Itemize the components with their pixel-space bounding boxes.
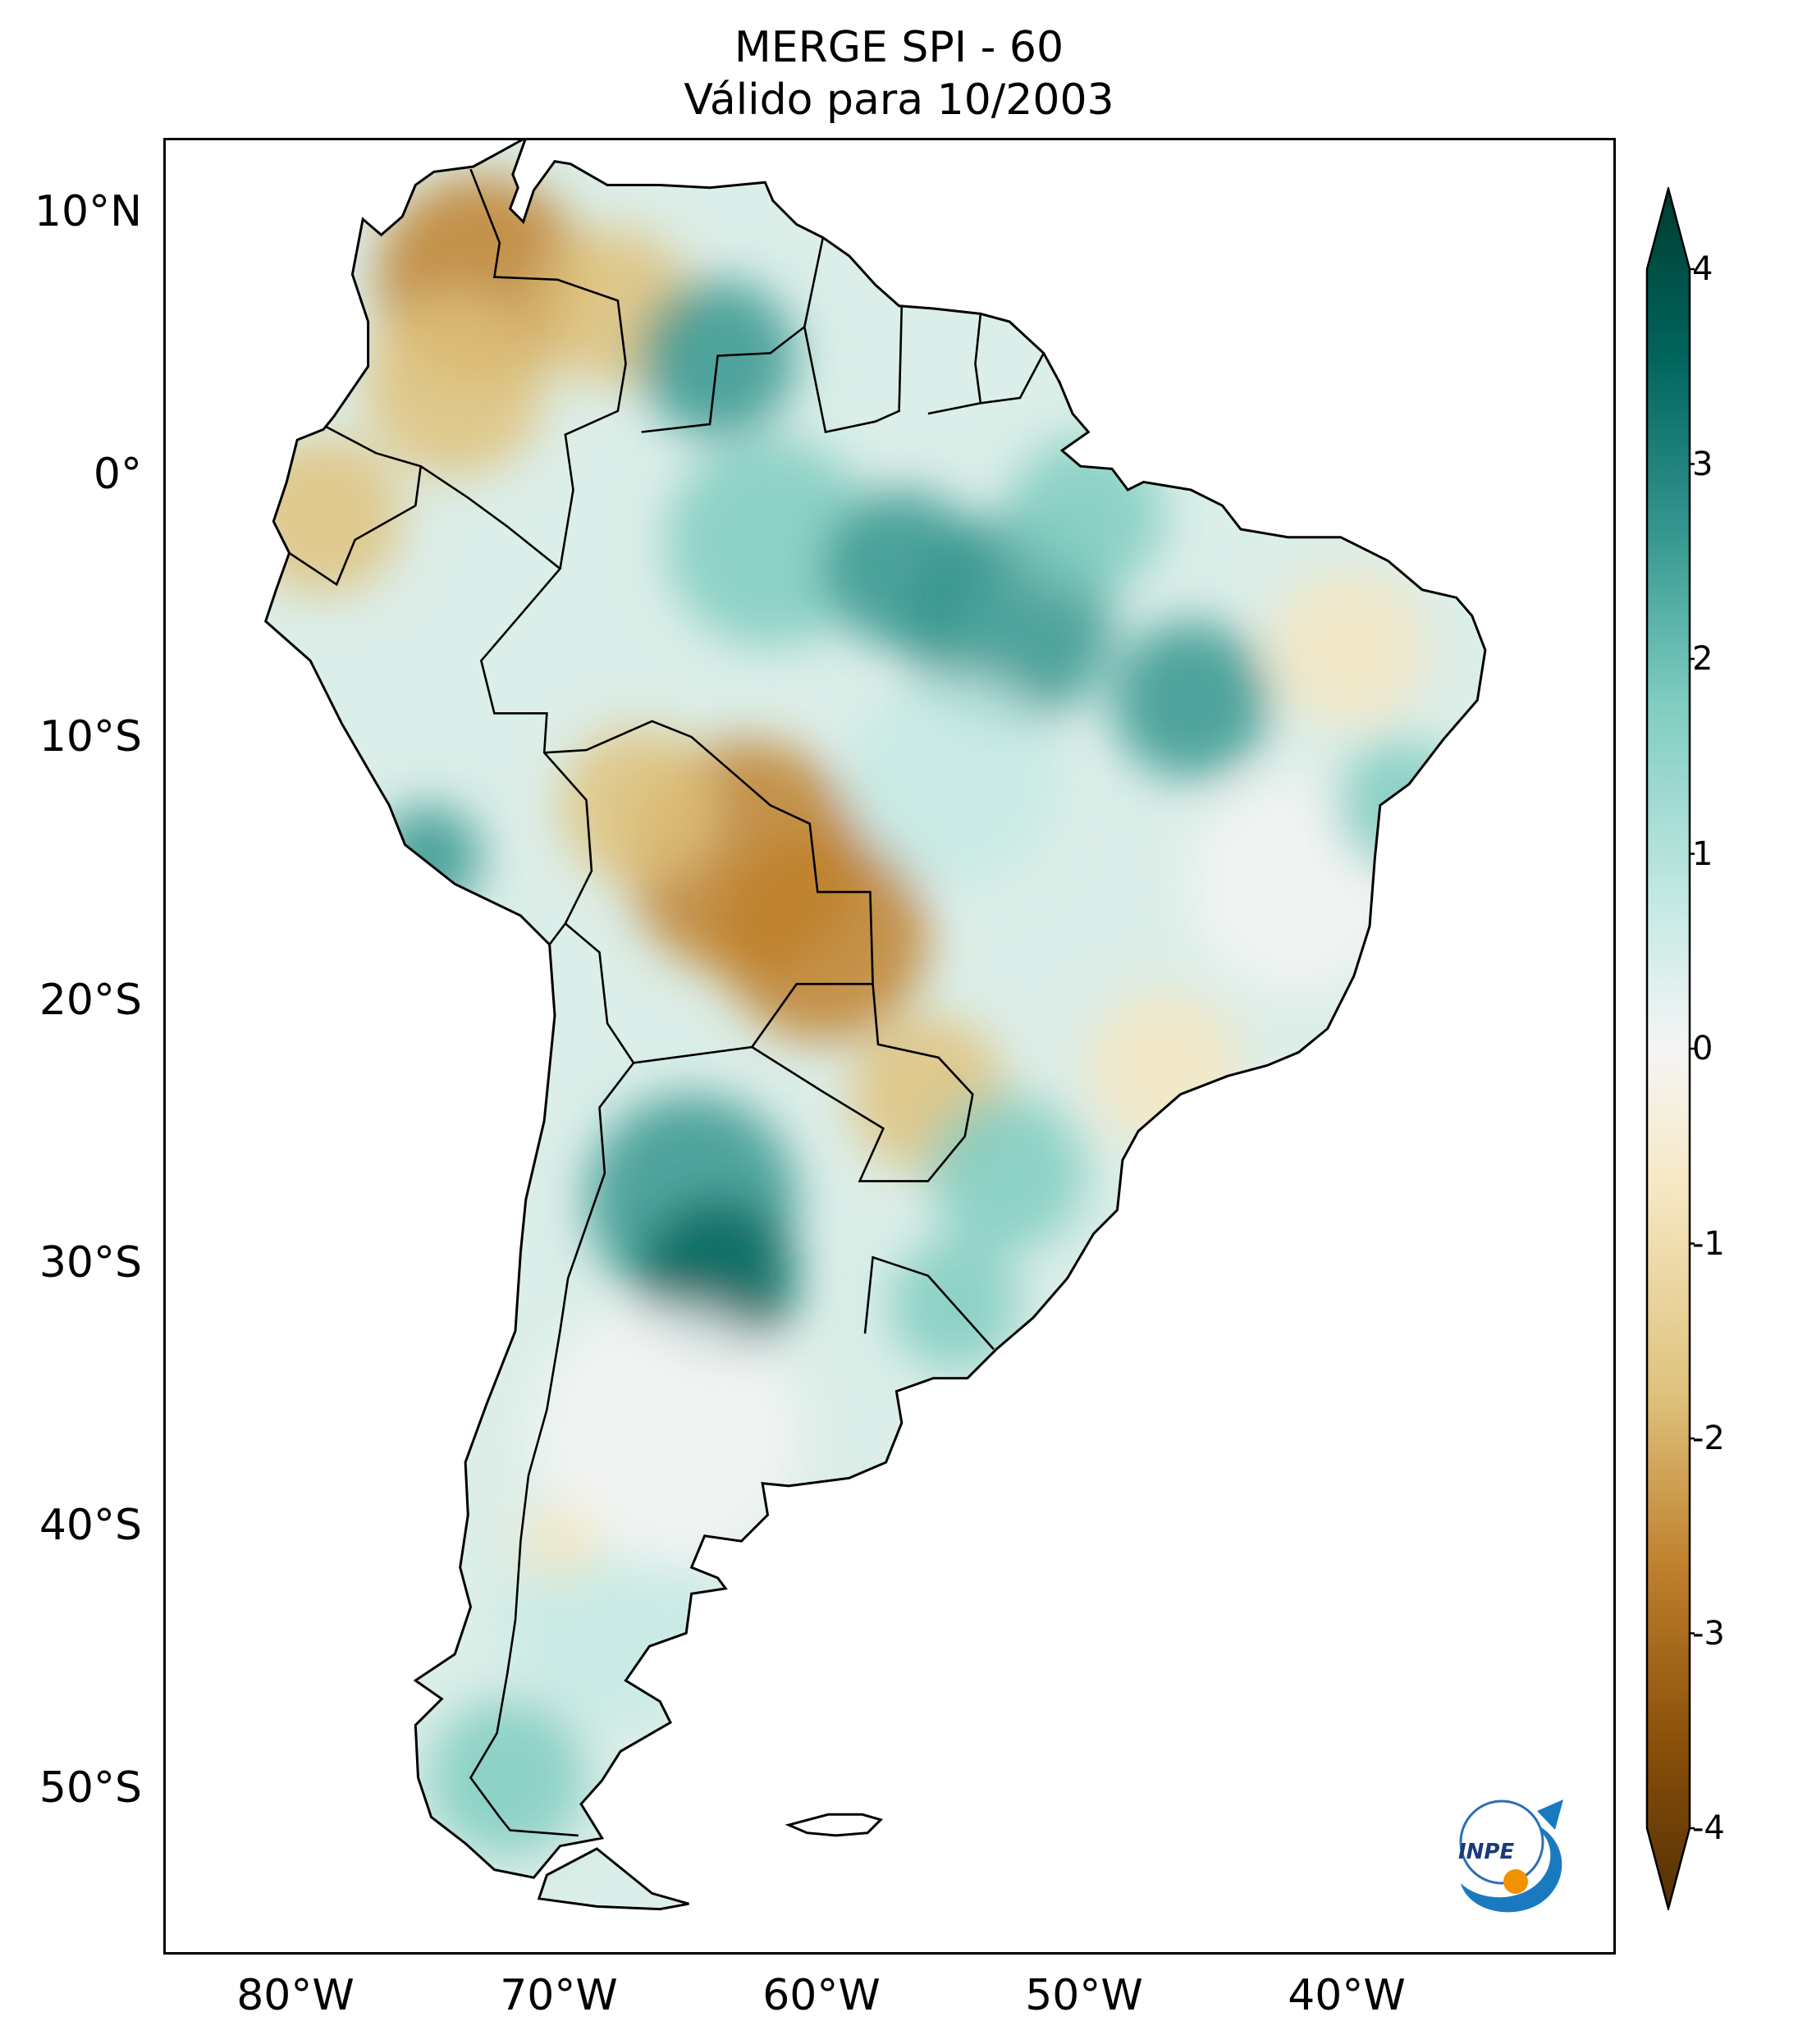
border-line — [803, 237, 904, 434]
colorbar-tick-label: -4 — [1692, 1809, 1725, 1847]
lon-label-50w: 50°W — [1025, 1971, 1143, 2020]
lat-label-30s: 30°S — [39, 1238, 142, 1287]
spi-anomaly-patch — [927, 1094, 1087, 1252]
border-line — [751, 984, 974, 1182]
logo-text: INPE — [1458, 1840, 1514, 1864]
lat-label-20s: 20°S — [39, 976, 142, 1025]
border-line — [980, 352, 1045, 405]
border-line — [469, 1062, 635, 1837]
spi-anomaly-patch — [1112, 621, 1270, 780]
falkland-islands — [785, 1813, 884, 1837]
colorbar-fill — [1645, 187, 1691, 1910]
border-line — [927, 313, 982, 415]
lon-label-70w: 70°W — [500, 1971, 618, 2020]
spi-anomaly-patch — [717, 831, 928, 1042]
lat-label-50s: 50°S — [39, 1763, 142, 1813]
spi-anomaly-patch — [1335, 739, 1467, 871]
spi-anomaly-patch — [428, 1699, 587, 1857]
spi-anomaly-patch — [265, 437, 403, 596]
colorbar-tick-label: 1 — [1692, 835, 1713, 873]
country-borders — [288, 168, 1045, 1837]
spi-anomaly-patch — [520, 1502, 600, 1581]
border-line — [641, 326, 806, 433]
map-canvas — [263, 140, 1487, 1911]
spi-anomaly-patch — [533, 1304, 797, 1568]
lat-label-10n: 10°N — [34, 187, 142, 236]
border-line — [544, 720, 874, 1064]
spi-anomaly-patch — [1006, 437, 1165, 596]
spi-anomaly-patch — [363, 292, 547, 477]
inpe-logo: INPE — [1458, 1799, 1563, 1913]
border-line — [863, 1255, 995, 1351]
lon-label-40w: 40°W — [1288, 1971, 1406, 2020]
border-line — [469, 168, 627, 569]
border-line — [288, 425, 423, 587]
colorbar-tick-label: 3 — [1692, 445, 1713, 483]
lon-label-60w: 60°W — [762, 1971, 881, 2020]
coastline — [263, 140, 1487, 1911]
colorbar-tick-label: 2 — [1692, 640, 1713, 678]
colorbar — [1645, 187, 1695, 1910]
colorbar-tick-label: -1 — [1692, 1224, 1725, 1263]
spi-anomaly-patch — [1086, 989, 1244, 1147]
map-panel — [163, 138, 1616, 1955]
colorbar-tick-label: 4 — [1692, 250, 1713, 288]
border-line — [419, 465, 593, 945]
map-title: MERGE SPI - 60 — [734, 23, 1064, 72]
colorbar-tick-label: -2 — [1692, 1420, 1725, 1457]
lat-label-0: 0° — [93, 450, 142, 499]
lat-label-10s: 10°S — [39, 712, 142, 761]
map-subtitle: Válido para 10/2003 — [684, 75, 1114, 125]
lon-label-80w: 80°W — [236, 1971, 355, 2020]
spi-anomaly-patch — [849, 674, 1060, 885]
spi-anomaly-patch — [1270, 569, 1428, 727]
colorbar-tick-label: -3 — [1692, 1614, 1725, 1653]
spi-anomaly-patch — [665, 437, 876, 648]
spi-anomaly-patch — [376, 805, 482, 911]
spi-anomaly-patch — [560, 726, 718, 885]
lat-label-40s: 40°S — [39, 1501, 142, 1550]
colorbar-tick-label: 0 — [1692, 1030, 1713, 1068]
